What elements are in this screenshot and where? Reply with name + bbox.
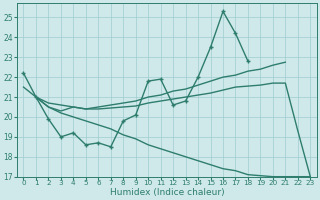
X-axis label: Humidex (Indice chaleur): Humidex (Indice chaleur) bbox=[109, 188, 224, 197]
